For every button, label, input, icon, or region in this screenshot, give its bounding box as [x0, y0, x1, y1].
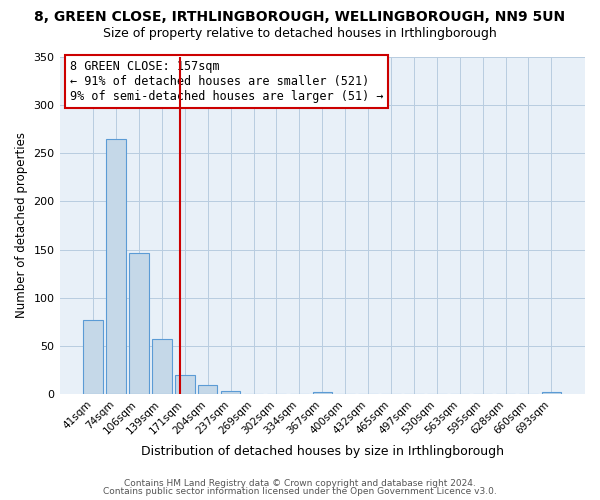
Text: Size of property relative to detached houses in Irthlingborough: Size of property relative to detached ho…	[103, 28, 497, 40]
Bar	[221, 390, 241, 394]
Text: Contains HM Land Registry data © Crown copyright and database right 2024.: Contains HM Land Registry data © Crown c…	[124, 478, 476, 488]
Text: Contains public sector information licensed under the Open Government Licence v3: Contains public sector information licen…	[103, 487, 497, 496]
Bar	[152, 340, 172, 394]
Bar	[313, 392, 332, 394]
Bar	[198, 385, 217, 394]
Text: 8, GREEN CLOSE, IRTHLINGBOROUGH, WELLINGBOROUGH, NN9 5UN: 8, GREEN CLOSE, IRTHLINGBOROUGH, WELLING…	[34, 10, 566, 24]
Bar	[542, 392, 561, 394]
Y-axis label: Number of detached properties: Number of detached properties	[15, 132, 28, 318]
Text: 8 GREEN CLOSE: 157sqm
← 91% of detached houses are smaller (521)
9% of semi-deta: 8 GREEN CLOSE: 157sqm ← 91% of detached …	[70, 60, 383, 103]
X-axis label: Distribution of detached houses by size in Irthlingborough: Distribution of detached houses by size …	[141, 444, 504, 458]
Bar	[83, 320, 103, 394]
Bar	[175, 375, 194, 394]
Bar	[129, 254, 149, 394]
Bar	[106, 138, 126, 394]
